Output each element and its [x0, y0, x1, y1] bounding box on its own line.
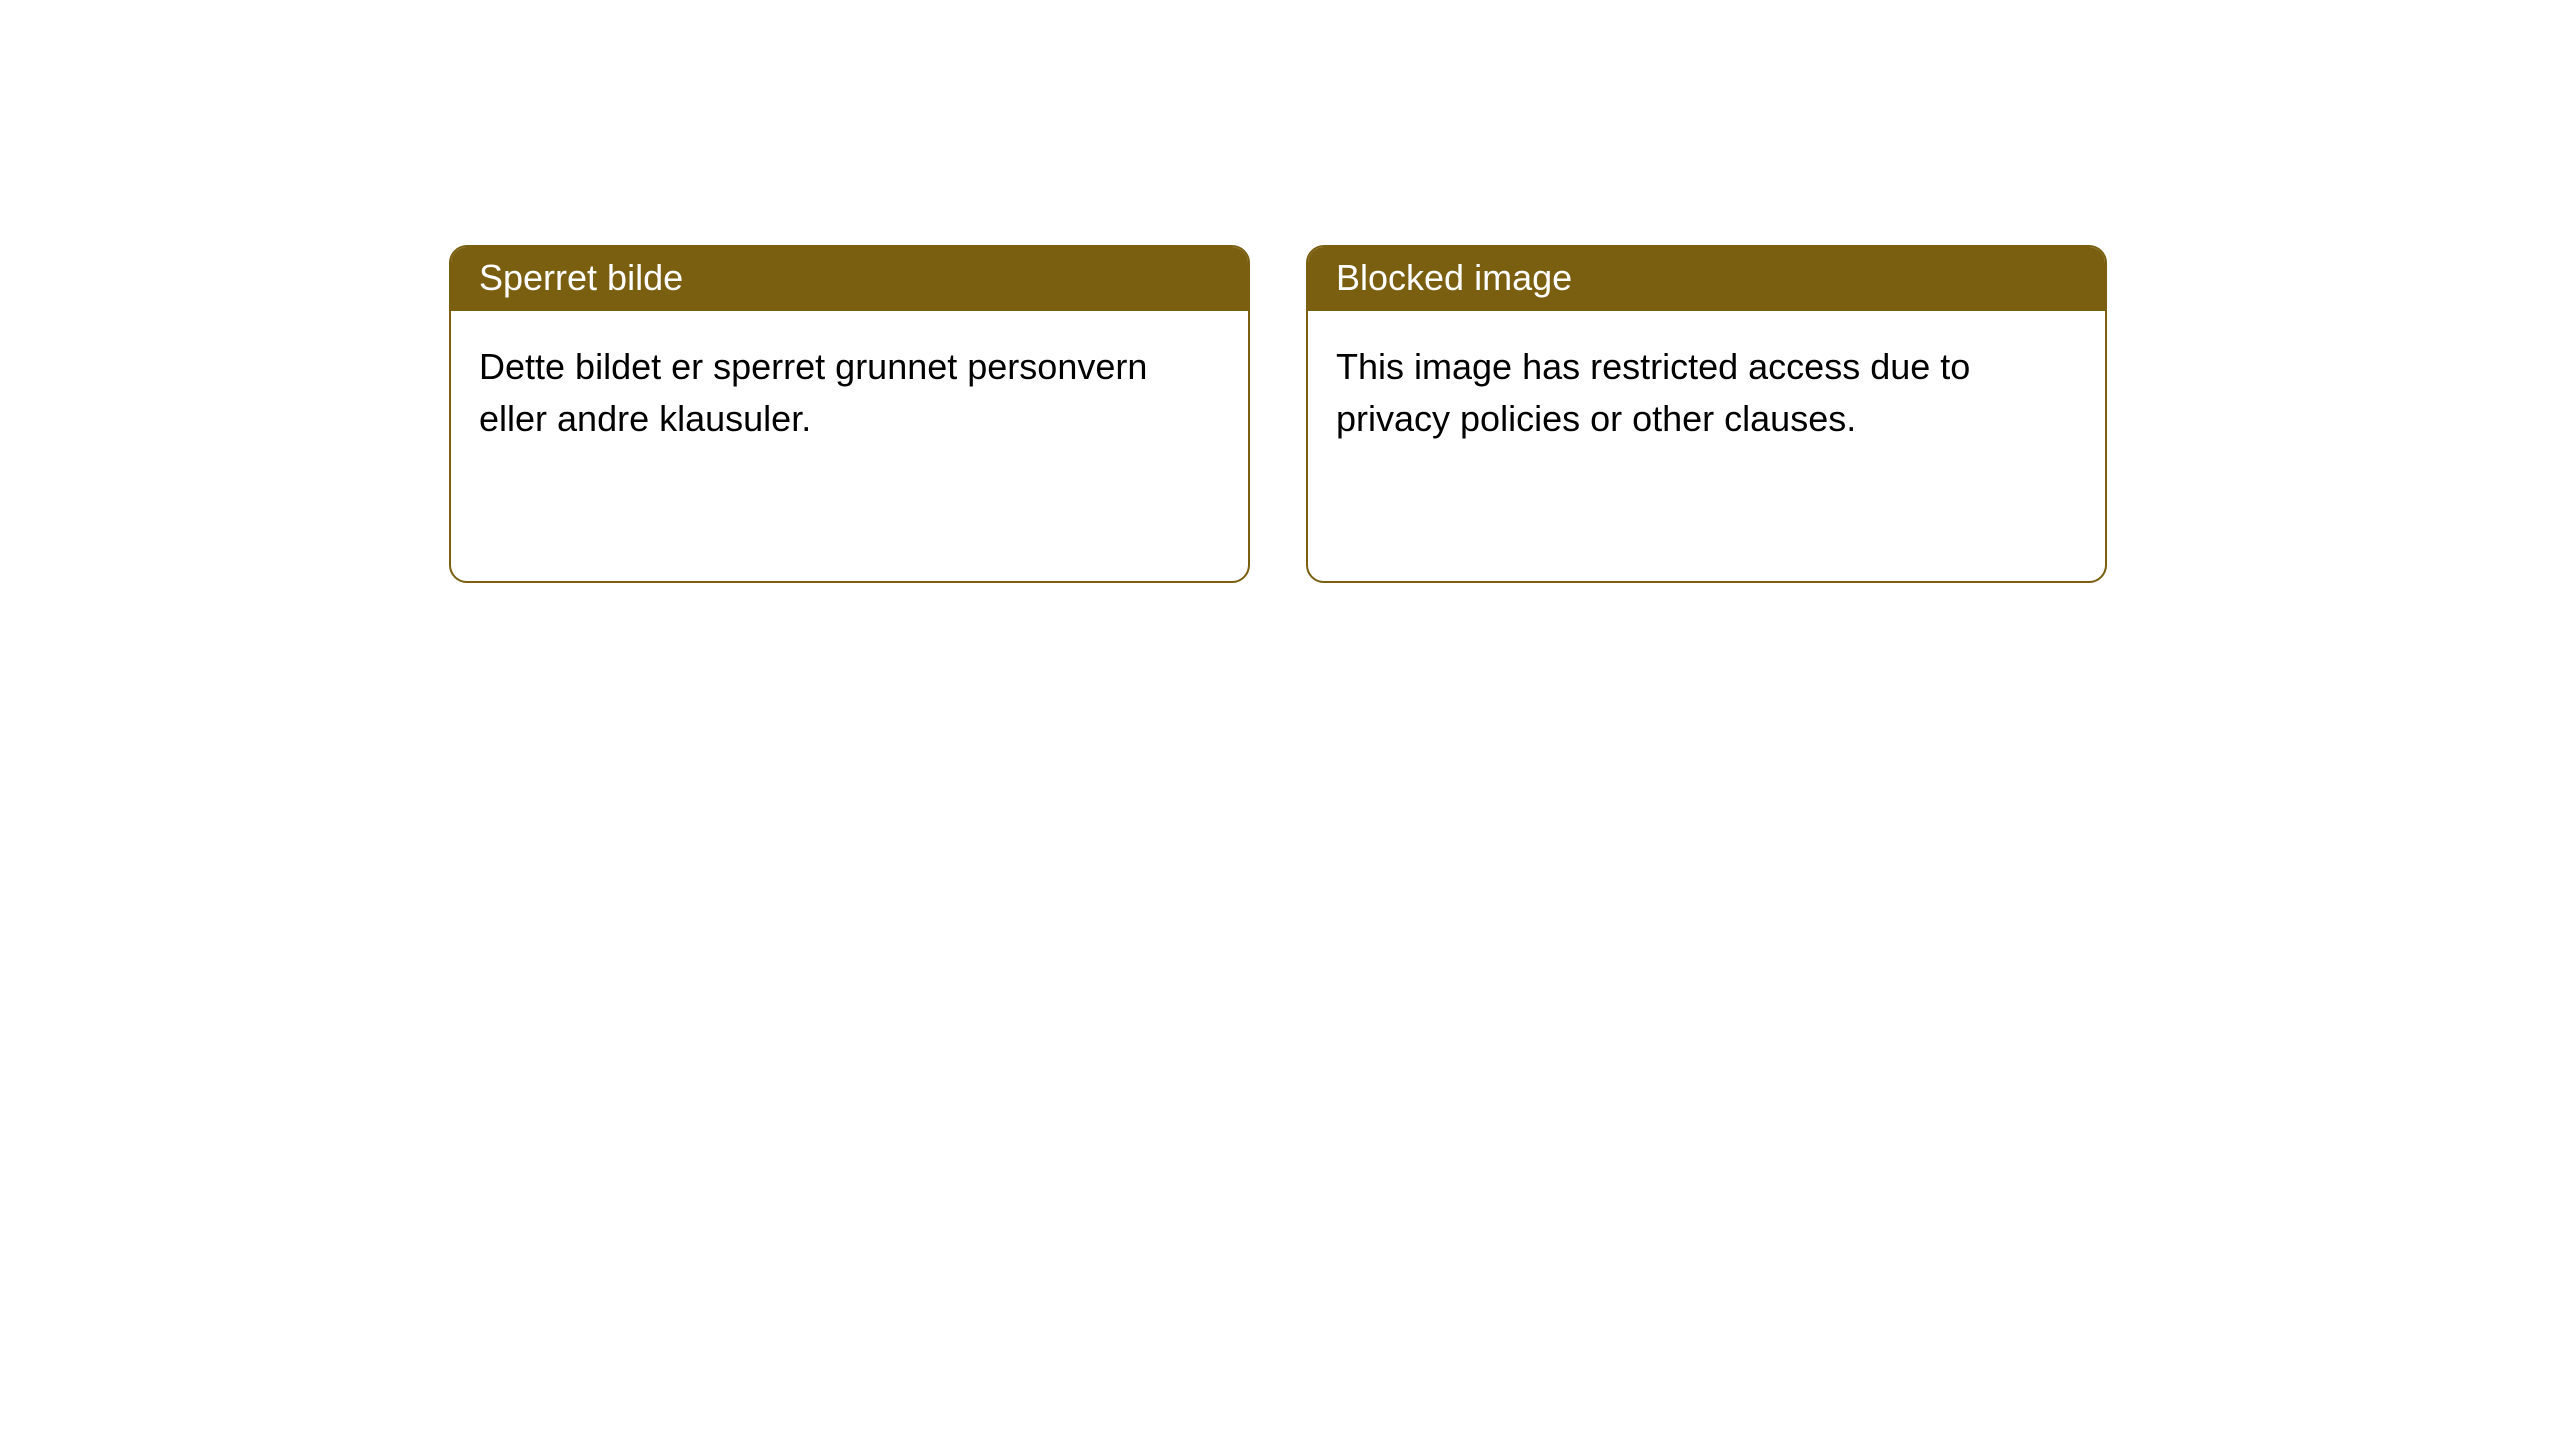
notice-container: Sperret bilde Dette bildet er sperret gr…	[0, 0, 2560, 583]
card-message: This image has restricted access due to …	[1308, 311, 2105, 581]
card-header: Sperret bilde	[451, 247, 1248, 311]
notice-card-norwegian: Sperret bilde Dette bildet er sperret gr…	[449, 245, 1250, 583]
card-message: Dette bildet er sperret grunnet personve…	[451, 311, 1248, 581]
notice-card-english: Blocked image This image has restricted …	[1306, 245, 2107, 583]
card-header: Blocked image	[1308, 247, 2105, 311]
